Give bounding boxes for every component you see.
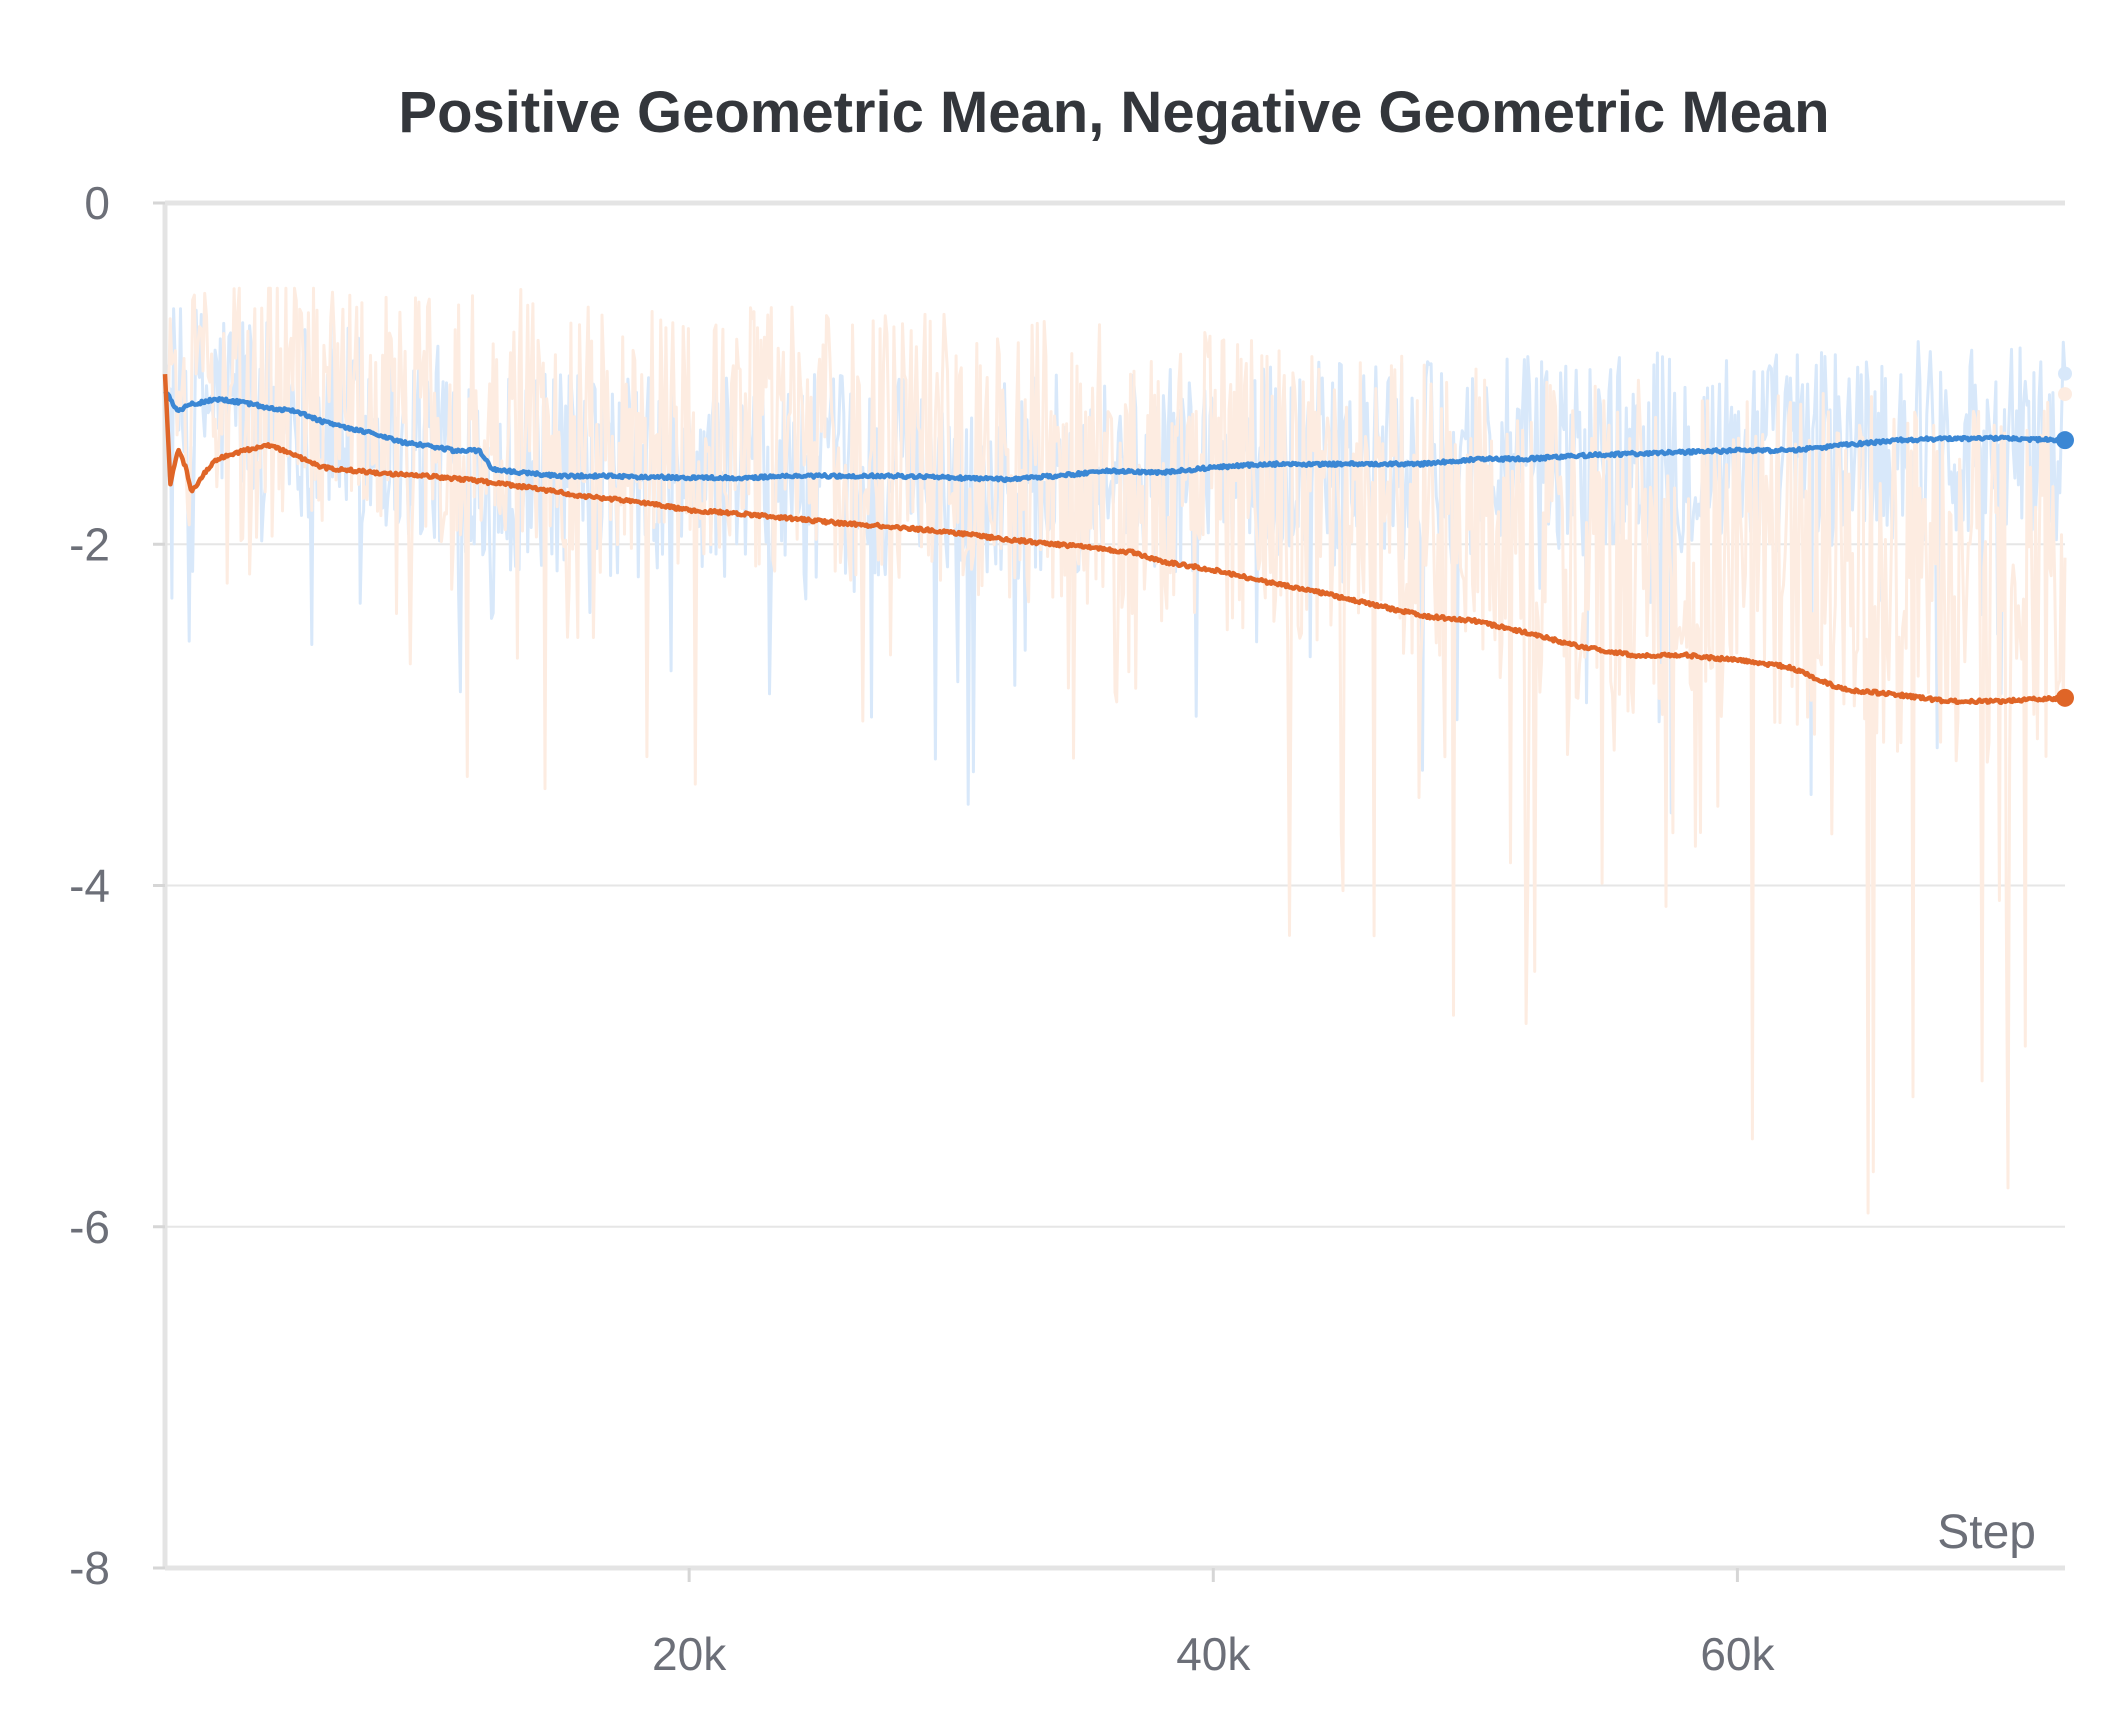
y-tick-label: -2 — [69, 518, 110, 570]
raw-series-line — [163, 286, 2067, 1215]
x-tick-label: 60k — [1700, 1628, 1775, 1680]
raw-series-group — [163, 286, 2067, 1215]
y-tick-label: 0 — [84, 177, 110, 229]
y-tick-label: -4 — [69, 860, 110, 912]
y-tick-label: -6 — [69, 1201, 110, 1253]
y-axis-ticks: 0 -2 -4 -6 -8 — [69, 177, 165, 1594]
y-tick-label: -8 — [69, 1542, 110, 1594]
series-raw-end-point — [2058, 366, 2072, 381]
series-end-point — [2056, 431, 2074, 450]
x-tick-label: 20k — [652, 1628, 727, 1680]
series-end-point — [2056, 688, 2074, 707]
x-axis-ticks: 20k 40k 60k — [652, 1568, 1775, 1680]
series-line — [163, 389, 2067, 484]
x-axis-label: Step — [1937, 1506, 2036, 1559]
series-raw-end-point — [2058, 387, 2072, 402]
series-lines — [162, 366, 2074, 707]
x-tick-label: 40k — [1176, 1628, 1251, 1680]
series-line — [162, 373, 2067, 706]
chart-title: Positive Geometric Mean, Negative Geomet… — [398, 80, 1829, 145]
